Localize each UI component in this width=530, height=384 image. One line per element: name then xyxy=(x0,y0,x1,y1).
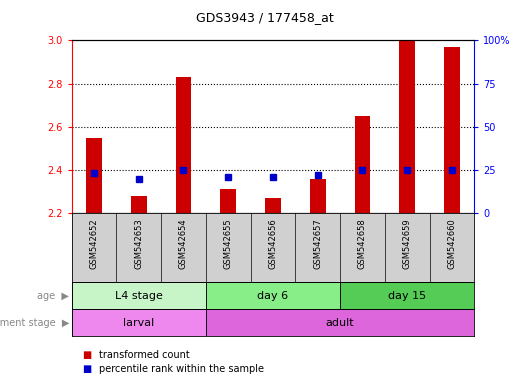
Text: GSM542653: GSM542653 xyxy=(134,218,143,270)
Bar xyxy=(206,282,340,309)
Bar xyxy=(86,137,102,213)
Text: GSM542652: GSM542652 xyxy=(90,218,99,269)
Bar xyxy=(265,198,281,213)
Text: GDS3943 / 177458_at: GDS3943 / 177458_at xyxy=(196,11,334,24)
Bar xyxy=(310,179,325,213)
Text: GSM542657: GSM542657 xyxy=(313,218,322,270)
Bar xyxy=(72,282,206,309)
Text: percentile rank within the sample: percentile rank within the sample xyxy=(99,364,264,374)
Bar xyxy=(220,189,236,213)
Text: adult: adult xyxy=(326,318,355,328)
Text: transformed count: transformed count xyxy=(99,350,190,360)
Text: larval: larval xyxy=(123,318,154,328)
Text: GSM542655: GSM542655 xyxy=(224,218,233,269)
Text: GSM542658: GSM542658 xyxy=(358,218,367,270)
Text: GSM542660: GSM542660 xyxy=(447,218,456,270)
Bar xyxy=(72,309,206,336)
Bar xyxy=(206,309,474,336)
Bar xyxy=(340,282,474,309)
Bar xyxy=(400,40,415,213)
Bar xyxy=(444,47,460,213)
Text: GSM542656: GSM542656 xyxy=(269,218,277,270)
Text: development stage  ▶: development stage ▶ xyxy=(0,318,69,328)
Text: day 15: day 15 xyxy=(388,291,426,301)
Bar xyxy=(131,196,146,213)
Bar xyxy=(175,77,191,213)
Text: age  ▶: age ▶ xyxy=(37,291,69,301)
Text: GSM542659: GSM542659 xyxy=(403,218,412,269)
Text: day 6: day 6 xyxy=(258,291,288,301)
Text: L4 stage: L4 stage xyxy=(115,291,163,301)
Text: ■: ■ xyxy=(82,364,91,374)
Text: GSM542654: GSM542654 xyxy=(179,218,188,269)
Text: ■: ■ xyxy=(82,350,91,360)
Bar xyxy=(355,116,370,213)
